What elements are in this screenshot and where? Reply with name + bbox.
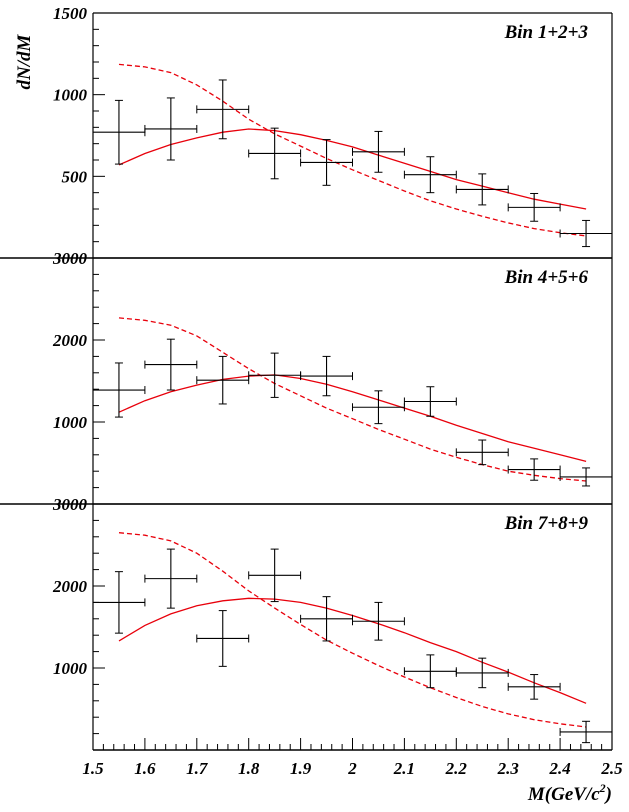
y-tick-label: 1000 bbox=[53, 86, 88, 105]
panel-bin-label: Bin 1+2+3 bbox=[504, 22, 588, 43]
data-point bbox=[144, 97, 198, 161]
x-tick-label: 2.3 bbox=[497, 759, 520, 778]
data-point bbox=[300, 139, 353, 186]
data-point bbox=[92, 99, 146, 165]
y-tick-label: 3000 bbox=[52, 249, 88, 268]
x-tick-label: 1.9 bbox=[290, 759, 312, 778]
data-point bbox=[300, 596, 353, 642]
x-tick-label: 2.5 bbox=[600, 759, 623, 778]
data-point bbox=[507, 674, 561, 700]
data-point bbox=[92, 362, 146, 418]
y-tick-label: 3000 bbox=[52, 495, 88, 514]
x-tick-label: 1.8 bbox=[238, 759, 260, 778]
x-tick-label: 2.4 bbox=[548, 759, 570, 778]
panel-1: 500 1000 1500 Bin 1+2+3 bbox=[0, 4, 613, 259]
y-axis-title: dN/dM bbox=[14, 33, 35, 89]
x-axis-title: M(GeV/c2) bbox=[527, 781, 612, 805]
panel-bin-label: Bin 7+8+9 bbox=[504, 513, 589, 534]
data-point bbox=[455, 173, 509, 206]
solid-fit-curve bbox=[118, 374, 587, 463]
data-point bbox=[248, 127, 302, 180]
x-tick-label: 2.1 bbox=[393, 759, 415, 778]
x-tick-label: 2.2 bbox=[445, 759, 468, 778]
solid-fit-curve bbox=[118, 128, 587, 210]
data-point bbox=[248, 548, 302, 603]
data-point bbox=[196, 610, 250, 667]
data-point bbox=[455, 657, 509, 689]
x-axis: 1.5 1.6 1.7 1.8 1.9 2 2.1 2.2 2.3 2.4 2.5 bbox=[82, 738, 623, 778]
data-point bbox=[403, 654, 457, 689]
dashed-fit-curve bbox=[118, 532, 587, 728]
data-point bbox=[352, 601, 405, 641]
panel-bin-label: Bin 4+5+6 bbox=[504, 267, 589, 288]
data-point bbox=[352, 130, 405, 173]
data-point bbox=[559, 219, 613, 248]
y-tick-label: 1000 bbox=[53, 659, 88, 678]
dashed-fit-curve bbox=[118, 317, 587, 482]
x-tick-label: 1.7 bbox=[186, 759, 209, 778]
data-point bbox=[507, 458, 561, 481]
data-point bbox=[92, 571, 146, 634]
solid-fit-curve bbox=[118, 597, 587, 704]
x-tick-label: 2 bbox=[347, 759, 357, 778]
panel-2: 1000 2000 3000 Bin 4+5+6 bbox=[0, 249, 613, 505]
data-point bbox=[248, 352, 302, 398]
x-tick-label: 1.6 bbox=[134, 759, 156, 778]
data-point bbox=[403, 156, 457, 194]
chart-panels: 500 1000 1500 Bin 1+2+3 1000 2000 3000 Bin 4+5+… bbox=[0, 4, 613, 751]
data-point bbox=[196, 355, 250, 405]
data-point bbox=[403, 386, 457, 417]
y-tick-label: 2000 bbox=[52, 331, 88, 350]
y-tick-label: 1000 bbox=[53, 413, 88, 432]
data-point bbox=[352, 390, 405, 425]
data-point bbox=[507, 192, 561, 222]
data-point bbox=[559, 467, 613, 487]
data-point bbox=[144, 338, 198, 391]
data-point bbox=[559, 720, 613, 744]
data-point bbox=[300, 355, 353, 397]
y-tick-label: 1500 bbox=[53, 4, 88, 23]
x-tick-label: 1.5 bbox=[82, 759, 104, 778]
dashed-fit-curve bbox=[118, 63, 587, 237]
data-point bbox=[144, 548, 198, 609]
y-tick-label: 2000 bbox=[52, 577, 88, 596]
data-point bbox=[196, 79, 250, 140]
y-tick-label: 500 bbox=[62, 167, 88, 186]
panel-3: 1000 2000 3000 Bin 7+8+9 bbox=[52, 495, 613, 751]
data-point bbox=[455, 439, 509, 466]
